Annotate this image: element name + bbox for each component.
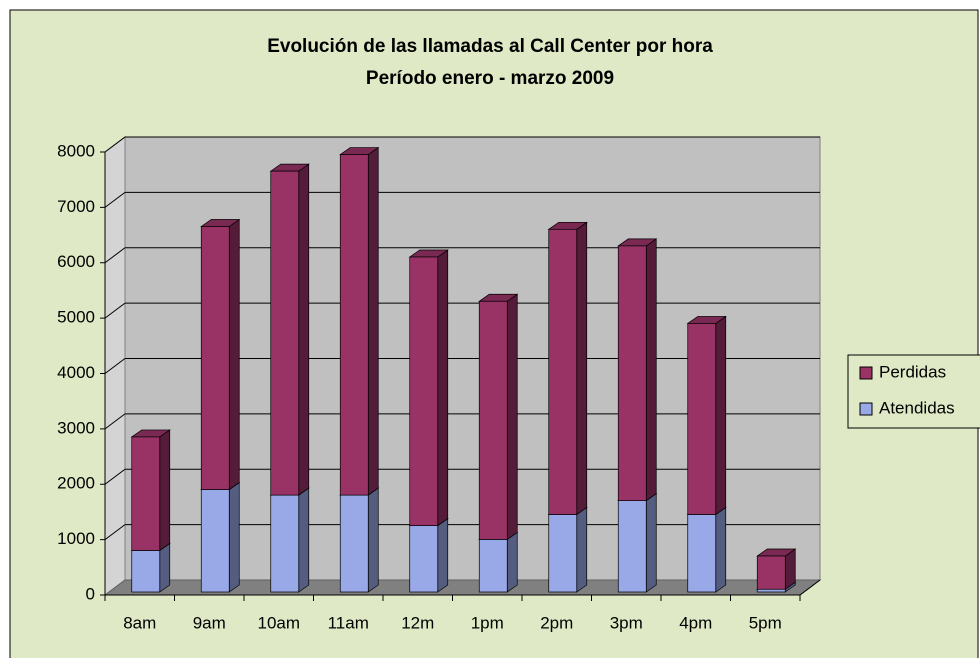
x-tick-label: 5pm [749,613,782,632]
bar-side [506,531,518,593]
bar-side [367,146,379,496]
legend: Perdidas Atendidas [847,354,980,429]
bar-side [715,506,727,593]
bar [131,436,161,551]
y-tick-label: 3000 [57,418,95,437]
bar-side [645,492,657,593]
grid-line-side [104,468,126,485]
y-tick-label: 1000 [57,529,95,548]
bar [478,539,508,593]
y-tick-label: 5000 [57,308,95,327]
bar [617,245,647,501]
bar [200,489,230,593]
bar [409,525,439,593]
legend-swatch [859,402,873,416]
y-tick-label: 0 [86,584,95,603]
bar-side [367,487,379,593]
y-tick-label: 7000 [57,197,95,216]
bar [131,550,161,593]
bar [756,555,786,590]
bar-side [298,487,310,593]
bar-side [645,238,657,502]
grid-line-side [104,358,126,374]
bar [548,228,578,515]
legend-label: Perdidas [879,362,946,381]
x-axis-depth [799,579,821,596]
x-tick-label: 1pm [471,613,504,632]
bar [270,494,300,593]
bar [617,500,647,593]
bar-side [715,315,727,516]
x-tick-label: 11am [328,613,369,632]
x-tick-label: 2pm [540,613,573,632]
bar [478,300,508,540]
bar [548,514,578,593]
bar-side [437,517,449,593]
bar [409,256,439,526]
bar-side [506,293,518,541]
y-tick-label: 8000 [57,141,95,160]
y-tick-label: 6000 [57,252,95,271]
grid-line-side [104,413,126,430]
bar-side [159,542,171,593]
grid-line-side [104,302,126,319]
bar [687,323,717,515]
grid-line-side [104,524,126,541]
bar-side [159,429,171,552]
bar [687,514,717,593]
grid-line-side [104,191,126,208]
bar-side [576,506,588,593]
chart-subtitle: Período enero - marzo 2009 [366,68,614,89]
x-tick-label: 3pm [610,613,643,632]
grid-line-side [104,247,126,264]
bar [339,494,369,593]
grid-line-side [104,136,126,153]
x-tick-label: 12m [401,613,434,632]
bar-side [228,218,240,491]
x-tick-label: 9am [193,613,226,632]
bar-side [298,163,310,496]
x-tick-label: 10am [257,613,300,632]
bar-side [228,481,240,593]
y-tick-label: 4000 [57,363,95,382]
plot-area: 0 1000 2000 3000 4000 5000 6000 7000 8000 8am 9am 1… [57,136,822,632]
bar-side [576,221,588,516]
bar [756,588,786,593]
x-tick-label: 4pm [679,613,712,632]
chart-title: Evolución de las llamadas al Call Center… [267,36,713,57]
legend-swatch [859,366,873,380]
y-tick-label: 2000 [57,474,95,493]
bar-side [437,249,449,527]
bar [200,226,230,490]
bar [270,170,300,496]
legend-label: Atendidas [879,398,955,417]
x-tick-label: 8am [123,613,156,632]
bar [339,154,369,496]
